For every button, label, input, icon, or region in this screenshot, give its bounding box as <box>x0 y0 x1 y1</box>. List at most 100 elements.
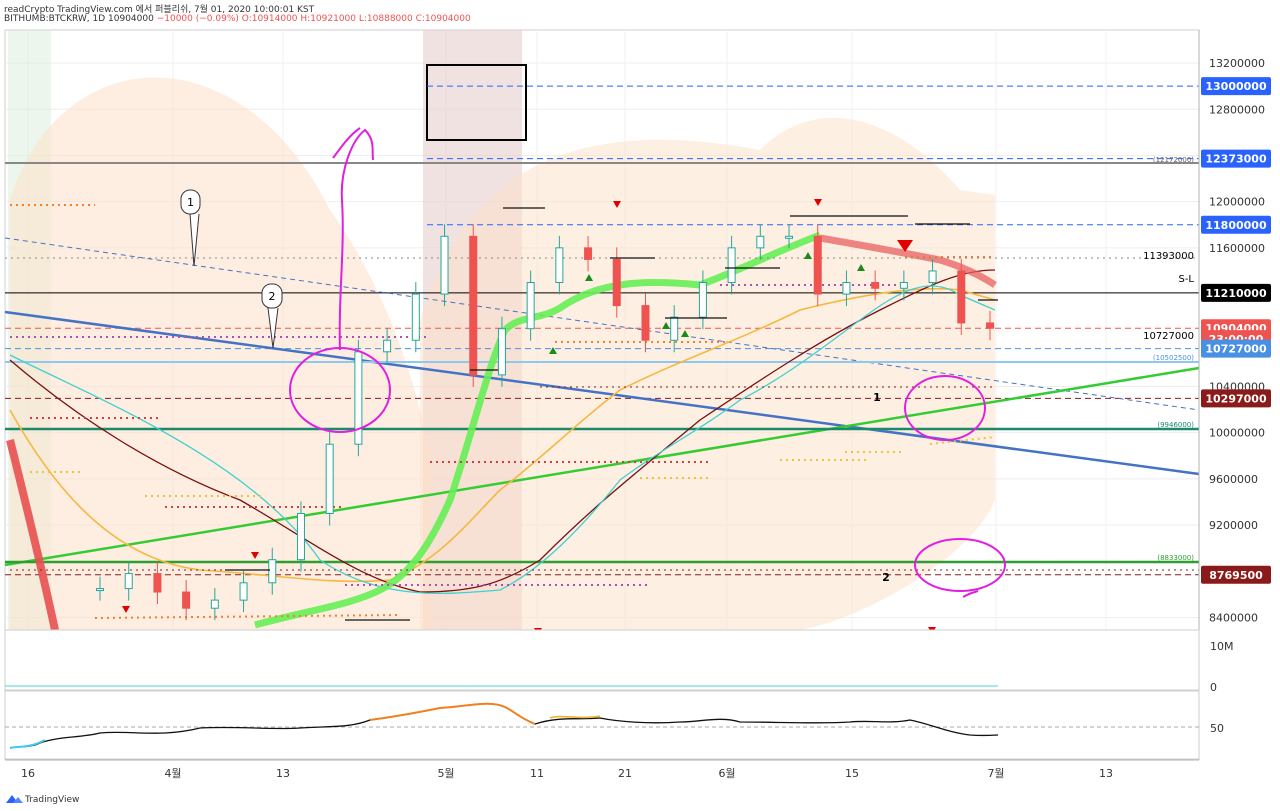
rsi-warm <box>549 715 601 719</box>
change-value: −10000 (−0.09%) <box>156 14 239 24</box>
price-badges: 1300000012373000118000001121000010904000… <box>1201 77 1271 584</box>
dotted-supports <box>5 204 1199 619</box>
x-tick-label: 21 <box>618 767 632 780</box>
price-badge <box>1201 215 1271 234</box>
candlesticks <box>96 224 994 621</box>
label-teal-level: (9946000) <box>1157 421 1194 429</box>
rsi-cold <box>9 739 46 749</box>
symbol-line: BITHUMB:BTCKRW, 1D 10904000 <box>4 14 154 24</box>
candle-body <box>871 282 880 289</box>
label-resistance: 11393000 <box>1143 251 1194 262</box>
label-top-level: (12172000) <box>1153 156 1194 164</box>
candle-body <box>698 282 707 318</box>
callout-1: 1 <box>180 189 201 267</box>
y-tick-label: 13200000 <box>1209 57 1265 70</box>
price-badge-label: 13000000 <box>1205 80 1267 93</box>
segment-markers <box>225 207 998 621</box>
ma-cyan <box>9 285 996 594</box>
y-tick-label: 11600000 <box>1209 242 1265 255</box>
x-tick-label: 13 <box>276 767 290 780</box>
y-tick-label: 9600000 <box>1209 473 1258 486</box>
candle-body <box>210 599 219 609</box>
y-tick-label: 10000000 <box>1209 427 1265 440</box>
dashed-trendline <box>4 237 1200 411</box>
price-badge <box>1201 389 1271 408</box>
price-badge <box>1201 149 1271 168</box>
candle-body <box>124 573 133 590</box>
blue-trendline <box>4 310 1200 476</box>
candle-body <box>785 235 794 239</box>
candle-body <box>555 247 564 284</box>
candle-body <box>411 293 420 341</box>
ma-orange <box>9 287 996 583</box>
time-axis[interactable]: 16 4월 13 5월 11 21 6월 15 7월 13 <box>21 767 1113 780</box>
candle-body <box>268 559 277 584</box>
rsi-tick-50: 50 <box>1210 722 1224 735</box>
y-tick-label: 9200000 <box>1209 519 1258 532</box>
ema-red-left <box>6 439 59 631</box>
publish-title: readCrypto TradingView.com 에서 퍼블리쉬, 7월 0… <box>4 5 315 15</box>
candle-body <box>497 328 506 376</box>
volume-tick-10m: 10M <box>1210 640 1234 653</box>
candle-body <box>957 270 966 324</box>
callout-1-label: 1 <box>187 196 194 209</box>
label-support-mid: 10727000 <box>1143 331 1194 342</box>
candle-body <box>469 235 478 376</box>
candle-body <box>670 316 679 341</box>
label-sl: S-L <box>1178 274 1194 285</box>
y-tick-label: 8400000 <box>1209 611 1258 624</box>
price-badge <box>1201 77 1271 96</box>
y-tick-label: 12800000 <box>1209 103 1265 116</box>
callout-2-label: 2 <box>269 290 276 303</box>
candle-body <box>526 282 535 330</box>
target-box <box>426 64 527 141</box>
ma-darkred <box>9 269 996 593</box>
price-badge <box>1201 339 1271 358</box>
candle-body <box>813 235 822 295</box>
candle-body <box>383 339 392 353</box>
candle-body <box>96 588 104 592</box>
label-blue-level: (10502500) <box>1153 354 1194 362</box>
y-tick-label: 12000000 <box>1209 196 1265 209</box>
x-tick-label: 11 <box>530 767 544 780</box>
marker-2: 2 <box>882 571 890 584</box>
price-badge-label: 10297000 <box>1205 392 1267 405</box>
magenta-annotations <box>289 127 1006 598</box>
candle-body <box>986 322 994 329</box>
volume-tick-0: 0 <box>1210 681 1217 694</box>
x-tick-label: 13 <box>1099 767 1113 780</box>
candle-body <box>325 443 334 515</box>
candle-body <box>928 270 937 284</box>
price-badge-label: 11210000 <box>1205 287 1267 300</box>
candle-body <box>440 235 449 295</box>
candle-body <box>756 235 765 249</box>
candle-body <box>727 247 736 284</box>
bollinger-cloud-right <box>420 117 995 631</box>
candle-body <box>899 282 908 289</box>
x-tick-label: 6월 <box>718 767 735 780</box>
x-tick-label: 16 <box>21 767 35 780</box>
ohlc-values: O:10914000 H:10921000 L:10888000 C:10904… <box>241 14 471 24</box>
price-badge-label: 10727000 <box>1205 343 1267 356</box>
rsi-hot <box>369 702 536 725</box>
bollinger-cloud <box>10 77 430 630</box>
x-tick-label: 4월 <box>164 767 181 780</box>
price-badge-label: 11800000 <box>1205 219 1267 232</box>
callout-2: 2 <box>261 283 283 349</box>
price-badge-label: 12373000 <box>1205 153 1267 166</box>
green-trendline <box>4 366 1200 567</box>
candle-body <box>612 258 621 307</box>
x-tick-label: 7월 <box>987 767 1004 780</box>
symbol-info: BITHUMB:BTCKRW, 1D 10904000 −10000 (−0.0… <box>4 14 471 24</box>
candle-body <box>296 513 305 561</box>
level-lines <box>5 85 1199 576</box>
price-badge <box>1201 565 1271 584</box>
price-badge-label: 8769500 <box>1209 569 1263 582</box>
tradingview-logo: TradingView <box>6 795 79 805</box>
candle-body <box>153 573 162 593</box>
candle-body <box>584 247 593 260</box>
candle-body <box>182 591 191 609</box>
price-axis[interactable]: 1320000012800000124000001200000011600000… <box>1209 57 1265 624</box>
